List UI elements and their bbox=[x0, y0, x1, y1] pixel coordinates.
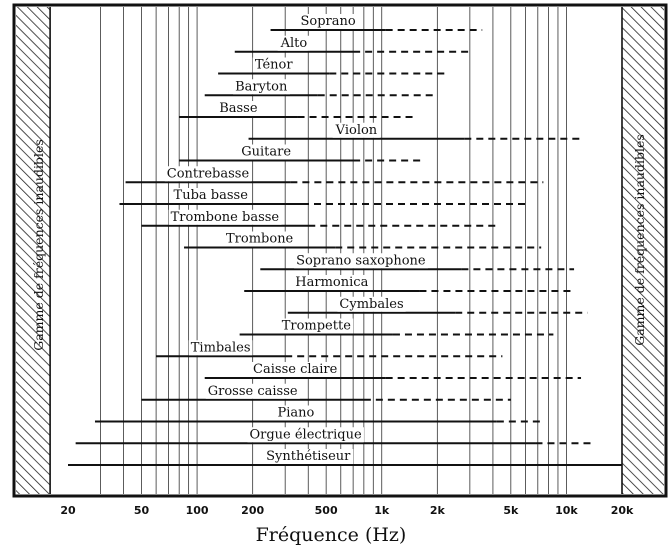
instrument-label: Timbales bbox=[191, 340, 251, 355]
x-tick-label: 2k bbox=[430, 504, 446, 517]
label-background bbox=[293, 275, 371, 290]
label-background bbox=[164, 166, 252, 182]
instrument-label: Trombone bbox=[226, 232, 294, 247]
label-background bbox=[264, 449, 354, 464]
label-background bbox=[171, 188, 251, 203]
label-background bbox=[252, 57, 296, 73]
instrument-label: Grosse caisse bbox=[208, 384, 298, 399]
instrument-label: Contrebasse bbox=[167, 166, 250, 181]
instrument-label: Violon bbox=[335, 123, 378, 138]
label-background bbox=[239, 144, 294, 160]
x-axis-title: Fréquence (Hz) bbox=[256, 524, 407, 546]
x-tick-label: 200 bbox=[241, 504, 264, 517]
instrument-label: Caisse claire bbox=[253, 362, 338, 377]
instrument-label: Ténor bbox=[255, 58, 294, 73]
label-background bbox=[337, 296, 406, 312]
x-tick-label: 100 bbox=[186, 504, 209, 517]
label-background bbox=[233, 79, 290, 95]
label-background bbox=[251, 362, 340, 377]
instrument-label: Trompette bbox=[282, 319, 352, 334]
instrument-label: Baryton bbox=[235, 79, 288, 94]
x-tick-label: 50 bbox=[134, 504, 150, 517]
plot-frame bbox=[12, 3, 668, 498]
x-tick-label: 1k bbox=[374, 504, 390, 517]
instrument-label: Tuba basse bbox=[174, 188, 249, 203]
x-tick-label: 10k bbox=[555, 504, 578, 517]
side-label-right: Gamme de fréquences inaudibles bbox=[632, 134, 647, 346]
instrument-label: Harmonica bbox=[295, 275, 368, 290]
label-background bbox=[332, 122, 380, 138]
label-background bbox=[217, 101, 260, 116]
label-background bbox=[277, 35, 310, 51]
label-background bbox=[224, 231, 296, 247]
instrument-label: Soprano saxophone bbox=[296, 253, 426, 268]
x-tick-label: 500 bbox=[315, 504, 338, 517]
instrument-label: Trombone basse bbox=[171, 210, 280, 225]
instrument-label: Guitare bbox=[241, 145, 291, 160]
instrument-label: Soprano bbox=[301, 14, 356, 29]
instrument-label: Piano bbox=[277, 406, 314, 421]
x-tick-label: 20k bbox=[611, 504, 634, 517]
label-background bbox=[168, 209, 282, 225]
inaudible-zone-low bbox=[16, 7, 51, 494]
label-background bbox=[294, 253, 428, 269]
instrument-label: Alto bbox=[280, 36, 308, 51]
label-background bbox=[247, 427, 364, 443]
x-tick-label: 20 bbox=[60, 504, 76, 517]
label-background bbox=[188, 340, 253, 356]
instrument-label: Cymbales bbox=[339, 297, 403, 312]
label-background bbox=[279, 318, 354, 334]
instrument-label: Orgue électrique bbox=[249, 427, 362, 442]
label-background bbox=[205, 383, 300, 399]
x-tick-label: 5k bbox=[503, 504, 519, 517]
inaudible-zone-high bbox=[622, 7, 664, 494]
side-label-left: Gamme de fréquences inaudibles bbox=[31, 139, 46, 351]
instrument-label: Basse bbox=[219, 101, 258, 116]
instrument-label: Synthétiseur bbox=[266, 449, 351, 464]
label-background bbox=[298, 14, 358, 29]
label-background bbox=[275, 405, 317, 421]
